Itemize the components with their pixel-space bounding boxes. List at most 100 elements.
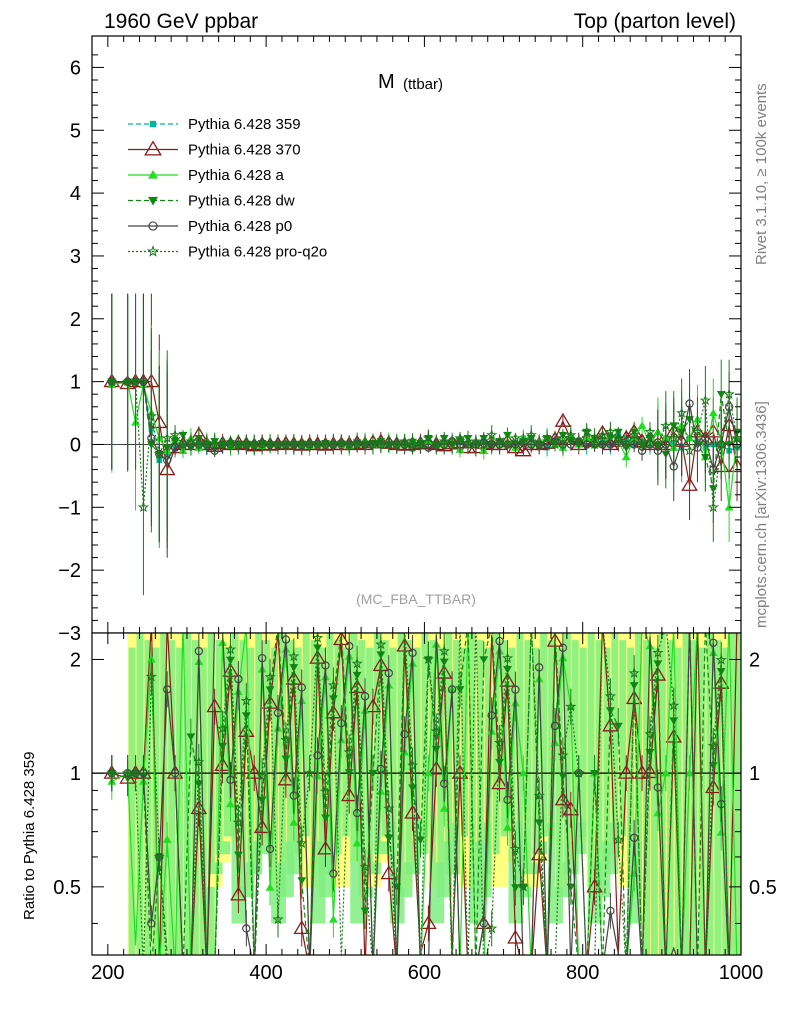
data-point bbox=[209, 438, 221, 450]
ratio-point bbox=[652, 647, 664, 658]
data-point bbox=[145, 410, 157, 422]
legend: Pythia 6.428 359 Pythia 6.428 370 Pythia 6… bbox=[128, 116, 327, 261]
data-point bbox=[501, 438, 514, 450]
ratio-point bbox=[503, 795, 512, 805]
ratio-point bbox=[550, 721, 560, 731]
data-point bbox=[478, 438, 490, 450]
ratio-point bbox=[685, 768, 694, 777]
data-point bbox=[629, 440, 639, 449]
ratio-point bbox=[351, 657, 363, 669]
ratio-point bbox=[289, 818, 299, 826]
ratio-point bbox=[193, 756, 205, 767]
ratio-point bbox=[495, 636, 504, 646]
ratio-point bbox=[416, 836, 425, 845]
legend-marker bbox=[149, 120, 157, 128]
ratio-point bbox=[408, 648, 417, 658]
data-point bbox=[660, 419, 672, 431]
data-point bbox=[582, 440, 591, 449]
data-point bbox=[240, 437, 252, 449]
legend-entry-370: Pythia 6.428 370 bbox=[128, 140, 301, 159]
legend-label: Pythia 6.428 359 bbox=[188, 116, 301, 133]
data-point bbox=[525, 429, 537, 440]
ratio-point bbox=[380, 865, 398, 880]
ratio-point bbox=[296, 837, 308, 849]
data-point bbox=[153, 448, 165, 459]
ratio-point bbox=[530, 846, 548, 861]
ratio-point bbox=[311, 633, 324, 643]
y-tick-label: −1 bbox=[58, 497, 81, 519]
data-point bbox=[533, 438, 545, 450]
data-point bbox=[684, 444, 696, 456]
legend-label: Pythia 6.428 dw bbox=[188, 193, 295, 210]
ratio-point bbox=[439, 804, 449, 812]
band-green bbox=[730, 633, 741, 955]
data-point bbox=[422, 432, 435, 443]
ratio-point bbox=[423, 768, 433, 777]
ratio-point bbox=[558, 643, 568, 652]
ratio-point bbox=[375, 638, 387, 650]
ratio-point bbox=[546, 633, 564, 647]
main-plot-panel: −3 −2 −1 0 1 2 3 4 5 6 bbox=[58, 35, 742, 645]
data-point bbox=[391, 438, 403, 450]
data-point bbox=[139, 377, 148, 386]
data-point bbox=[470, 435, 482, 447]
ratio-point bbox=[359, 861, 371, 872]
ratio-y-tick-label-right: 0.5 bbox=[749, 877, 777, 899]
ratio-point bbox=[162, 835, 172, 843]
ratio-point bbox=[206, 698, 223, 713]
ratio-point bbox=[261, 694, 279, 709]
ratio-point bbox=[364, 698, 382, 713]
x-tick-label: 400 bbox=[249, 962, 282, 984]
ratio-point bbox=[234, 851, 243, 860]
ratio-point bbox=[653, 808, 663, 817]
ratio-series-pro_q2o bbox=[106, 633, 730, 955]
ratio-point bbox=[422, 653, 435, 665]
data-point bbox=[216, 437, 229, 449]
data-point bbox=[486, 429, 498, 440]
legend-label: Pythia 6.428 370 bbox=[188, 142, 301, 159]
data-point bbox=[304, 437, 316, 449]
legend-entry-359: Pythia 6.428 359 bbox=[128, 116, 301, 133]
x-tick-label: 600 bbox=[408, 962, 441, 984]
ratio-y-tick-label-left: 0.5 bbox=[53, 877, 81, 899]
rivet-version-label: Rivet 3.1.10, ≥ 100k events bbox=[753, 83, 770, 265]
series-pro_q2o bbox=[106, 293, 741, 596]
ratio-point bbox=[313, 771, 322, 780]
data-point bbox=[707, 501, 719, 513]
legend-marker bbox=[148, 170, 158, 179]
data-point bbox=[554, 412, 572, 427]
ratio-point bbox=[384, 834, 394, 843]
ratio-point bbox=[234, 674, 243, 684]
ratio-point bbox=[493, 737, 506, 748]
data-point bbox=[438, 435, 450, 447]
ratio-point bbox=[304, 767, 316, 778]
plot-title: M (ttbar) bbox=[378, 71, 443, 93]
data-point bbox=[351, 438, 363, 450]
ratio-point bbox=[407, 759, 419, 771]
ratio-point bbox=[717, 799, 726, 809]
ratio-point bbox=[337, 718, 346, 728]
ratio-point bbox=[509, 842, 522, 854]
ratio-point bbox=[265, 844, 275, 854]
data-point bbox=[565, 429, 577, 440]
data-point bbox=[169, 429, 181, 440]
y-tick-label: 5 bbox=[70, 120, 81, 142]
ratio-point bbox=[644, 728, 656, 740]
data-point bbox=[549, 438, 561, 450]
data-point bbox=[327, 437, 340, 449]
y-tick-label: −2 bbox=[58, 560, 81, 582]
x-axis-tick-labels: 200 400 600 800 1000 bbox=[91, 962, 763, 984]
data-point bbox=[280, 438, 292, 450]
ratio-point bbox=[604, 690, 617, 701]
ratio-point bbox=[313, 751, 322, 760]
ratio-point bbox=[162, 685, 172, 694]
ratio-point bbox=[479, 919, 488, 928]
data-point bbox=[375, 438, 387, 450]
data-point bbox=[185, 435, 197, 447]
ratio-point bbox=[602, 717, 619, 732]
ratio-point bbox=[612, 833, 624, 845]
ratio-point bbox=[272, 913, 284, 925]
data-point bbox=[430, 438, 442, 450]
ratio-point bbox=[661, 768, 671, 777]
ratio-point bbox=[487, 711, 496, 720]
